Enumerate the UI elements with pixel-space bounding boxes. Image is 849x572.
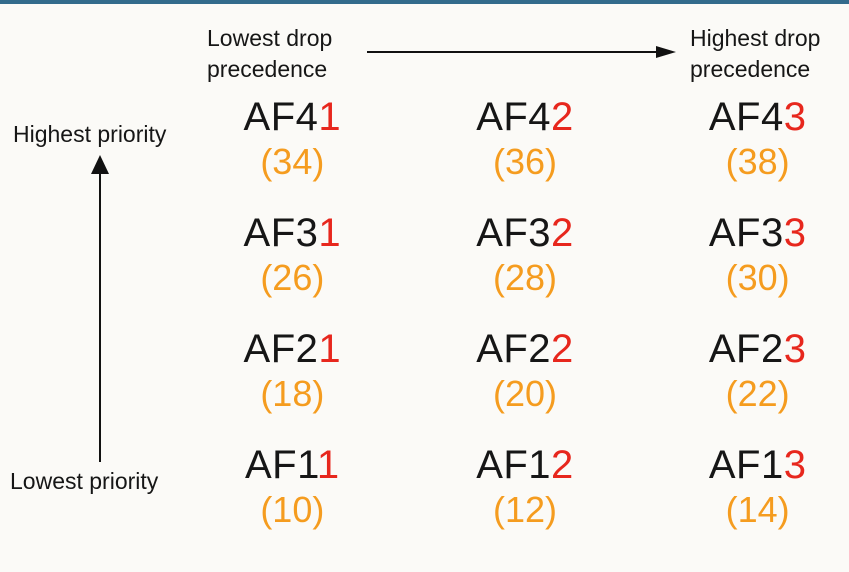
af-class-label: AF1 <box>245 443 317 487</box>
drop-precedence-digit: 2 <box>551 327 574 371</box>
drop-precedence-digit: 3 <box>783 443 807 487</box>
af-class-name: AF22 <box>409 326 642 372</box>
af-class-name: AF33 <box>641 210 849 256</box>
dscp-value: (18) <box>260 373 325 414</box>
label-lowest-drop-precedence: Lowest drop precedence <box>207 23 332 85</box>
drop-precedence-digit: 1 <box>318 95 342 139</box>
drop-precedence-digit: 3 <box>783 211 807 255</box>
arrow-line <box>367 51 658 53</box>
label-highest-priority: Highest priority <box>13 121 167 147</box>
af-class-name: AF11 <box>176 442 409 488</box>
dscp-value: (34) <box>260 141 325 182</box>
dscp-value: (30) <box>725 257 790 298</box>
af-class-name: AF13 <box>641 442 849 488</box>
af-cell-af12: AF12 (12) <box>409 440 642 556</box>
af-cell-af32: AF32 (28) <box>409 208 642 324</box>
label-line: precedence <box>690 56 811 82</box>
arrow-line <box>99 172 101 462</box>
drop-precedence-digit: 2 <box>551 95 574 139</box>
af-class-label: AF3 <box>708 211 784 255</box>
af-class-name: AF31 <box>176 210 409 256</box>
drop-precedence-digit: 2 <box>551 211 574 255</box>
label-line: Highest drop <box>690 25 821 51</box>
drop-precedence-digit: 3 <box>783 327 807 371</box>
af-cell-af13: AF13 (14) <box>641 440 849 556</box>
drop-precedence-digit: 2 <box>551 443 574 487</box>
af-cell-af43: AF43 (38) <box>641 92 849 208</box>
af-class-label: AF2 <box>476 327 552 371</box>
af-cell-af21: AF21 (18) <box>176 324 409 440</box>
dscp-value: (10) <box>260 489 325 530</box>
af-grid: AF41 (34) AF42 (36) AF43 (38) AF31 (26) … <box>176 92 849 556</box>
af-class-name: AF12 <box>409 442 642 488</box>
af-cell-af22: AF22 (20) <box>409 324 642 440</box>
af-class-label: AF1 <box>476 443 552 487</box>
af-cell-af31: AF31 (26) <box>176 208 409 324</box>
label-line: Lowest drop <box>207 25 333 51</box>
dscp-value: (12) <box>492 489 557 530</box>
af-cell-af23: AF23 (22) <box>641 324 849 440</box>
arrow-up-head-icon <box>91 155 109 174</box>
af-class-label: AF1 <box>708 443 784 487</box>
af-cell-af11: AF11 (10) <box>176 440 409 556</box>
dscp-value: (22) <box>725 373 790 414</box>
drop-precedence-digit: 1 <box>318 211 342 255</box>
af-class-label: AF4 <box>476 95 552 139</box>
drop-precedence-digit: 1 <box>316 443 340 487</box>
af-class-label: AF4 <box>243 95 319 139</box>
label-line: precedence <box>207 56 328 82</box>
dscp-value: (36) <box>492 141 557 182</box>
af-class-name: AF43 <box>641 94 849 140</box>
dscp-value: (20) <box>492 373 557 414</box>
af-class-label: AF3 <box>476 211 552 255</box>
dscp-value: (38) <box>725 141 790 182</box>
dscp-value: (14) <box>725 489 790 530</box>
af-cell-af42: AF42 (36) <box>409 92 642 208</box>
af-class-label: AF3 <box>243 211 319 255</box>
dscp-value: (26) <box>260 257 325 298</box>
af-class-label: AF2 <box>708 327 784 371</box>
drop-precedence-digit: 3 <box>783 95 807 139</box>
af-class-name: AF32 <box>409 210 642 256</box>
af-class-name: AF21 <box>176 326 409 372</box>
drop-precedence-digit: 1 <box>318 327 342 371</box>
arrow-right-head-icon <box>656 46 676 58</box>
af-class-name: AF23 <box>641 326 849 372</box>
af-class-name: AF42 <box>409 94 642 140</box>
af-cell-af41: AF41 (34) <box>176 92 409 208</box>
dscp-value: (28) <box>492 257 557 298</box>
af-cell-af33: AF33 (30) <box>641 208 849 324</box>
af-class-name: AF41 <box>176 94 409 140</box>
af-class-label: AF2 <box>243 327 319 371</box>
label-lowest-priority: Lowest priority <box>10 468 159 494</box>
af-class-label: AF4 <box>708 95 784 139</box>
top-border-bar <box>0 0 849 4</box>
label-highest-drop-precedence: Highest drop precedence <box>690 23 820 85</box>
